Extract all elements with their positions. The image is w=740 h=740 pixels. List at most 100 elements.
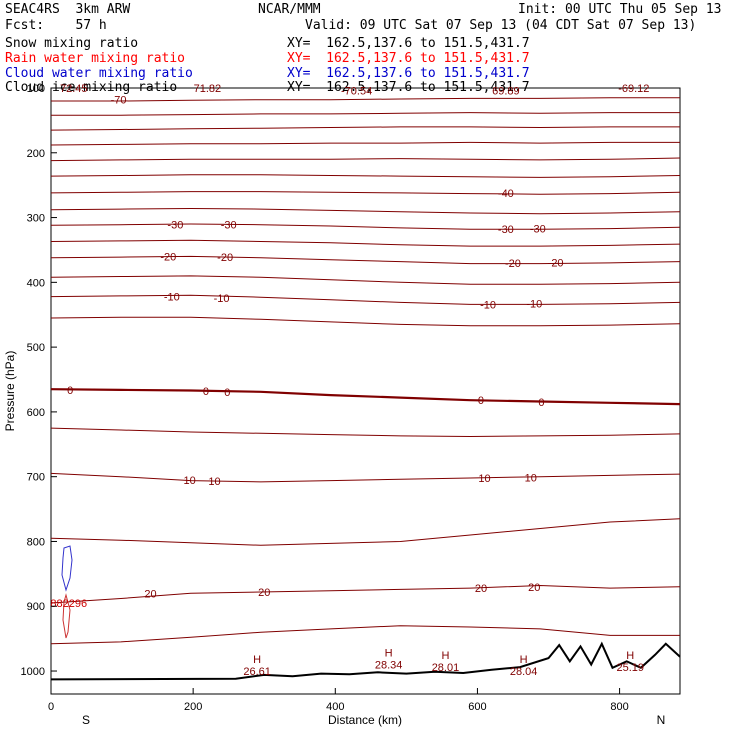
field-label-snow: Snow mixing ratio: [5, 36, 139, 51]
forecast-hour: Fcst: 57 h: [5, 18, 107, 33]
isotherm-line: [50, 388, 681, 406]
y-tick-label: 200: [27, 148, 45, 160]
isotherm-label: 71.82: [194, 83, 222, 95]
isotherm-label: -40: [498, 188, 514, 200]
isotherm-label: 10: [208, 476, 220, 488]
isotherm-label: -10: [526, 299, 542, 311]
isotherm-label: -20: [548, 257, 564, 269]
south-endpoint-label: S: [82, 713, 90, 727]
y-axis-title: Pressure (hPa): [3, 351, 17, 432]
isotherm-line: [50, 141, 680, 146]
terrain-layer: [50, 641, 681, 681]
plot-frame: [50, 87, 681, 695]
isotherm-label: -70.54: [341, 86, 372, 98]
init-time: Init: 00 UTC Thu 05 Sep 13: [518, 2, 722, 17]
annotation-label: 882296: [50, 598, 87, 610]
isotherm-line: [50, 316, 681, 327]
isotherm-label: 10: [183, 475, 195, 487]
isotherm-line: [51, 112, 680, 116]
isotherm-label: -30: [530, 224, 546, 236]
isotherm-line: [50, 427, 681, 438]
high-value-label: 25.19: [616, 662, 644, 674]
isotherm-line: [50, 174, 681, 178]
y-tick-label: 800: [27, 536, 45, 548]
high-marker: H: [520, 654, 528, 666]
isotherm-label: 0: [224, 387, 230, 399]
y-tick-label: 1000: [21, 666, 45, 678]
isotherm-label: -30: [167, 220, 183, 232]
isotherm-label: 72.45: [60, 83, 88, 95]
field-label-rain: Rain water mixing ratio: [5, 51, 186, 66]
isotherm-label: -30: [221, 220, 237, 232]
high-value-label: 28.01: [432, 662, 460, 674]
isotherm-layer: [50, 97, 681, 645]
north-endpoint-label: N: [657, 713, 666, 727]
high-value-label: 28.04: [510, 666, 538, 678]
high-value-label: 28.34: [375, 660, 403, 672]
valid-time: Valid: 09 UTC Sat 07 Sep 13 (04 CDT Sat …: [305, 18, 697, 33]
isotherm-line: [50, 207, 681, 215]
high-marker: H: [441, 650, 449, 662]
terrain-line: [50, 641, 681, 681]
rain-water-outline: [62, 593, 71, 639]
isotherm-line: [50, 518, 681, 546]
cloud-layer: [61, 545, 73, 639]
isotherm-label: 0: [203, 386, 209, 398]
isotherm-label: 20: [258, 587, 270, 599]
x-tick-label: 400: [326, 701, 344, 713]
label-layer: 72.45 -70 71.82 -70.54 69.89 -69.12 -40 -30 -30 -…: [50, 83, 649, 678]
isotherm-line: [50, 472, 681, 483]
isotherm-label: 0: [478, 395, 484, 407]
isotherm-label: 0: [538, 397, 544, 409]
project-title: SEAC4RS 3km ARW: [5, 2, 131, 17]
y-tick-label: 300: [27, 213, 45, 225]
isotherm-label: -10: [214, 293, 230, 305]
high-marker: H: [626, 650, 634, 662]
isotherm-label: -20: [217, 252, 233, 264]
isotherm-label: -30: [498, 224, 514, 236]
isotherm-label: -10: [164, 292, 180, 304]
high-marker: H: [385, 648, 393, 660]
isotherm-line: [50, 255, 681, 265]
isotherm-line: [50, 157, 681, 162]
isotherm-line: [51, 97, 680, 102]
isotherm-label: -20: [160, 251, 176, 263]
isotherm-label: -10: [480, 299, 496, 311]
y-tick-label: 400: [27, 277, 45, 289]
isotherm-line: [50, 294, 681, 305]
isotherm-label: 0: [67, 385, 73, 397]
high-marker: H: [253, 654, 261, 666]
y-tick-label: 500: [27, 342, 45, 354]
y-tick-label: 600: [27, 407, 45, 419]
x-axis-title: Distance (km): [328, 713, 402, 727]
isotherm-line: [50, 584, 681, 604]
x-tick-label: 200: [184, 701, 202, 713]
isotherm-line: [50, 126, 680, 131]
isotherm-label: 10: [525, 472, 537, 484]
y-tick-label: 900: [27, 601, 45, 613]
field-xy-snow: XY= 162.5,137.6 to 151.5,431.7: [287, 36, 530, 51]
isotherm-label: 20: [528, 582, 540, 594]
x-tick-label: 800: [610, 701, 628, 713]
field-label-cloud-water: Cloud water mixing ratio: [5, 66, 193, 81]
isotherm-label: 10: [478, 473, 490, 485]
isotherm-label: -70: [111, 95, 127, 107]
isotherm-label: -20: [505, 258, 521, 270]
isotherm-label: 20: [475, 583, 487, 595]
isotherm-line: [50, 191, 681, 195]
x-tick-label: 600: [468, 701, 486, 713]
isotherm-line: [50, 275, 681, 285]
y-tick-label: 100: [27, 83, 45, 95]
x-tick-label: 0: [48, 701, 54, 713]
isotherm-line: [50, 239, 681, 247]
cloud-water-outline: [61, 545, 73, 592]
field-xy-rain: XY= 162.5,137.6 to 151.5,431.7: [287, 51, 530, 66]
high-value-label: 26.61: [243, 666, 271, 678]
isotherm-label: 69.89: [492, 86, 520, 98]
center-name: NCAR/MMM: [258, 2, 321, 17]
isotherm-label: 20: [144, 588, 156, 600]
field-xy-cloud-water: XY= 162.5,137.6 to 151.5,431.7: [287, 66, 530, 81]
isotherm-line: [50, 625, 680, 645]
